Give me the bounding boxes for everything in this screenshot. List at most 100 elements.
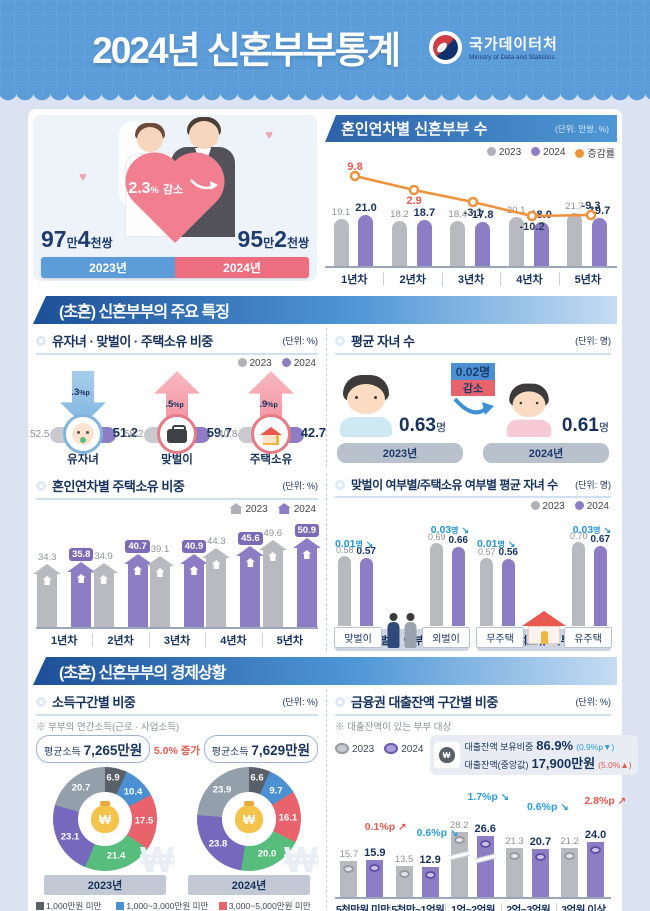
year-2024-ribbon: 2024년 [175, 257, 310, 278]
curved-arrow-icon [189, 179, 218, 190]
legend-2024-icon [574, 501, 584, 510]
feature-dual-income: 1.5%p ↗ 58.2 59.7 맞벌이 [124, 371, 232, 467]
loans-panel: 금융권 대출잔액 구간별 비중 (단위: %) ※ 대출잔액이 있는 부부 대상 … [326, 689, 638, 911]
bar-2023 [480, 558, 494, 626]
donut-chart-2023: 6.9 10.4 17.5 21.4 23.1 20.7 ₩ [53, 767, 157, 871]
bar-2023 [567, 213, 583, 266]
legend-2023-icon [237, 358, 247, 367]
income-donut-2024: ₩ 6.6 9.7 16.1 20.0 23.8 23.9 ₩ 2024년 [182, 767, 318, 895]
house-bar-2023 [149, 566, 170, 627]
bar-2024 [359, 558, 373, 626]
loans-legend: 2023 2024 [335, 735, 424, 755]
bar-group: 18.2 18.7 [383, 207, 441, 266]
girl-icon [504, 383, 554, 437]
coin-2023-icon [335, 743, 349, 754]
x-axis: 5천만원 미만 5천만~1억원 1억~2억원 2억~3억원 3억원 이상 [335, 897, 611, 911]
logo-subtitle: Ministry of Data and Statistics [469, 54, 555, 61]
avg-income-2024: 평균소득 7,629만원 [203, 735, 318, 763]
section-economy-header: (초혼) 신혼부부의 경제상황 [33, 657, 617, 685]
housing-by-year-panel: 혼인연차별 주택소유 비중 (단위: %) 2023 2024 34.3 35.8… [33, 473, 321, 651]
bar-2024 [591, 218, 607, 266]
x-axis: 1년차 2년차 3년차 4년차 5년차 [36, 627, 318, 651]
bar-2023 [448, 832, 471, 897]
income-legend: 1,000만원 미만 1,000~3,000만원 미만 3,000~5,000만… [36, 900, 318, 911]
legend-swatch [36, 902, 44, 910]
briefcase-icon [157, 414, 197, 454]
money-bag-icon: ₩ [91, 801, 119, 833]
count-2023: 97만4천쌍 [41, 226, 113, 252]
avg-income-2023: 평균소득 7,265만원 [36, 735, 151, 763]
children-by-status-panel: 맞벌이 여부별/주택소유 여부별 평균 자녀 수 (단위: 명) 2023 202… [326, 473, 614, 651]
house-bar-2024 [127, 564, 148, 627]
boy-icon [337, 375, 395, 437]
heart-icon: ♥ [265, 127, 274, 142]
donut-chart-2024: 6.6 9.7 16.1 20.0 23.8 23.9 ₩ [197, 767, 301, 871]
children-2024: 0.61명 [500, 375, 609, 437]
decrease-label: 감소 [163, 184, 184, 196]
rate-label: 9.8 [347, 161, 363, 173]
bar-2023 [505, 848, 523, 897]
bar-group: 1.7%p ↘ 28.2 26.6 [445, 779, 509, 897]
page-header: 2024년 신혼부부통계 국가데이터처 Ministry of Data and… [0, 0, 650, 94]
house-bar-2024 [183, 564, 204, 627]
change-annotation: 0.02명 감소 [451, 363, 495, 437]
features-panel: 유자녀 · 맞벌이 · 주택소유 비중 (단위: %) 2023 2024 1.3… [30, 328, 326, 467]
category-label: 유주택 [564, 627, 612, 648]
bar-2023 [391, 221, 407, 266]
year-ribbon: 2023년 2024년 [41, 257, 310, 278]
legend-2024-icon [281, 358, 291, 367]
house-2023-icon [229, 503, 243, 514]
bar-2024 [451, 547, 465, 626]
bar-2024 [501, 559, 515, 626]
children-2023: 0.63명 [337, 375, 446, 437]
income-note: ※ 부부의 연간소득(근로 · 사업소득) [36, 722, 180, 733]
loan-balance-chart: 0.1%p ↗ 15.7 15.9 0.6%p ↘ 13.5 12.9 1.7%… [335, 779, 626, 897]
rate-line [349, 170, 597, 222]
rate-label: -10.2 [519, 221, 545, 233]
loan-summary-box: ₩ 대출잔액 보유비중 86.9% (0.9%p▼) 대출잔액(중앙값) 17,900… [429, 735, 638, 775]
house-bar-2024 [240, 556, 261, 627]
bar-group: 0.6%p ↘ 13.5 12.9 [390, 779, 458, 897]
bar-2023 [338, 556, 352, 626]
chart-legend: 2023 2024 증감률 [327, 145, 615, 160]
house-bar-2023 [206, 558, 227, 627]
legend-2023-icon [486, 147, 496, 156]
decrease-callout: 2.3% 감소 [125, 177, 225, 198]
legend-swatch [116, 902, 125, 910]
house-bar-2024 [296, 548, 317, 627]
won-watermark: ₩ [140, 839, 174, 880]
bullet-icon [36, 480, 46, 491]
bar-2024 [531, 849, 549, 897]
category-label: 외벌이 [422, 627, 470, 648]
baby-icon [63, 414, 103, 454]
bar-2023 [572, 542, 586, 626]
won-watermark: ₩ [284, 839, 318, 880]
bar-2024 [475, 222, 491, 266]
bar-2024 [593, 546, 607, 626]
year-2023-ribbon: 2023년 [41, 257, 176, 278]
newlywed-hero-panel: ♥ ♥ 2.3% 감소 97만4천쌍 95만2천쌍 2023년 2024년 [33, 115, 318, 281]
decrease-value: 2.3 [128, 180, 151, 197]
bullet-icon [36, 696, 46, 707]
bar-2024 [416, 220, 432, 266]
count-2024: 95만2천쌍 [237, 226, 310, 252]
category-label: 맞벌이 [334, 627, 382, 648]
x-axis: 1년차 2년차 3년차 4년차 5년차 [325, 266, 617, 290]
bar-group: 19.1 21.0 [325, 202, 383, 266]
logo-name: 국가데이터처 [469, 36, 558, 53]
income-panel: 소득구간별 비중 (단위: %) ※ 부부의 연간소득(근로 · 사업소득) 평균… [33, 689, 321, 911]
bar-2023 [450, 221, 466, 266]
curved-arrow-icon [453, 397, 494, 415]
money-bag-icon: ₩ [235, 801, 263, 833]
chart-unit: (단위: 만쌍, %) [555, 123, 609, 134]
bar-group: 0.6%p ↘ 21.3 20.7 [501, 779, 569, 897]
money-bag-icon: ₩ [433, 742, 460, 768]
feature-home-ownership: 1.9%p ↗ 40.8 42.7 주택소유 [218, 371, 326, 467]
loans-note: ※ 대출잔액이 있는 부부 대상 [335, 722, 452, 733]
marriage-year-chart-panel: 혼인연차별 신혼부부 수 (단위: 만쌍, %) 2023 2024 증감률 1… [325, 115, 617, 290]
year-2023-pill: 2023년 [337, 443, 463, 463]
year-platform: 2024년 [188, 875, 310, 895]
legend-2023-icon [530, 501, 540, 510]
bar-group: 2.8%p ↗ 21.2 24.0 [556, 779, 626, 897]
house-icon [522, 611, 566, 647]
